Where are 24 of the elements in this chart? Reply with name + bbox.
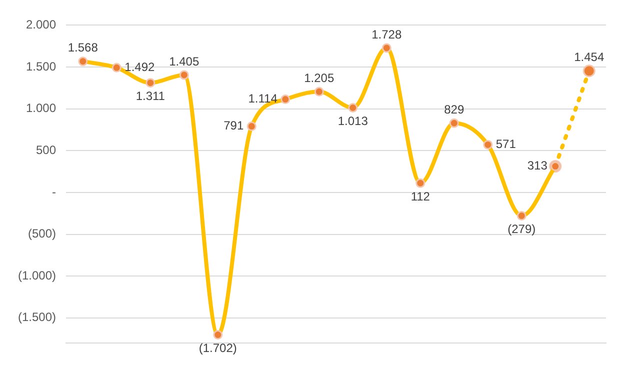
- data-label: 1.205: [304, 71, 334, 85]
- y-tick-label: 1.500: [26, 59, 56, 74]
- data-label: (279): [508, 222, 536, 236]
- y-tick-label: (1.500): [18, 310, 56, 324]
- data-label: 571: [496, 137, 516, 152]
- data-label: 829: [444, 102, 464, 116]
- data-label: 1.728: [372, 27, 402, 42]
- data-label: 1.568: [68, 40, 98, 55]
- y-tick-label: (500): [28, 226, 56, 241]
- y-tick-label: 2.000: [26, 18, 56, 32]
- data-label: 1.114: [248, 92, 278, 106]
- data-label: 1.492: [124, 60, 155, 74]
- y-tick-label: (1.000): [18, 268, 56, 282]
- data-label: (1.702): [198, 341, 237, 356]
- data-label: 112: [410, 189, 430, 204]
- data-label: 791: [224, 118, 244, 133]
- y-tick-label: -: [52, 184, 56, 199]
- data-label: 1.405: [169, 54, 200, 68]
- data-label: 313: [527, 158, 548, 173]
- data-label: 1.454: [574, 50, 604, 64]
- y-tick-label: 1.000: [26, 101, 56, 116]
- data-label: 1.311: [136, 89, 166, 104]
- data-label: 1.013: [338, 114, 368, 128]
- y-tick-label: 500: [36, 142, 56, 157]
